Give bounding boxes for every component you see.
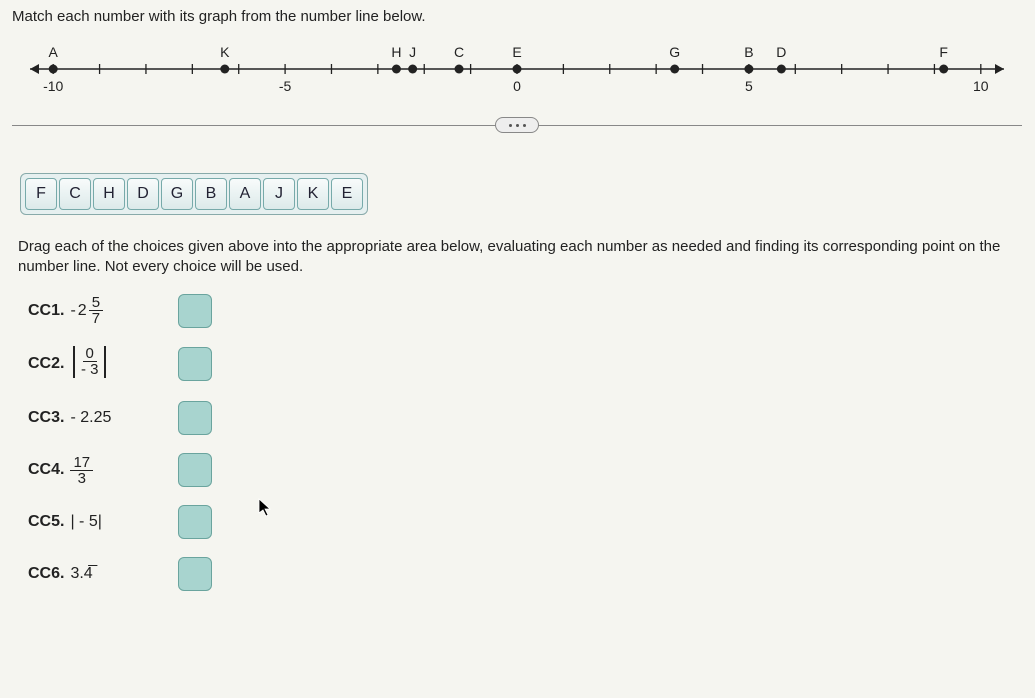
answer-tile-E[interactable]: E xyxy=(331,178,363,210)
answer-tile-D[interactable]: D xyxy=(127,178,159,210)
question-expression: - 2.25 xyxy=(70,409,111,427)
answer-tiles-bar: FCHDGBAJKE xyxy=(20,173,368,215)
question-label: CC5.| - 5| xyxy=(28,513,178,531)
svg-text:J: J xyxy=(409,44,416,60)
instruction-text: Match each number with its graph from th… xyxy=(12,8,1023,25)
question-row: CC3.- 2.25 xyxy=(28,401,1023,435)
answer-tile-G[interactable]: G xyxy=(161,178,193,210)
svg-text:-10: -10 xyxy=(43,78,63,94)
svg-text:B: B xyxy=(744,44,753,60)
svg-text:-5: -5 xyxy=(279,78,292,94)
question-list: CC1.- 257 CC2.0- 3 CC3.- 2.25 CC4.173 CC5.| … xyxy=(28,294,1023,591)
question-row: CC5.| - 5| xyxy=(28,505,1023,539)
question-expression: 173 xyxy=(70,454,93,486)
question-row: CC4.173 xyxy=(28,453,1023,487)
svg-text:H: H xyxy=(391,44,401,60)
question-label: CC2.0- 3 xyxy=(28,346,178,383)
answer-tile-J[interactable]: J xyxy=(263,178,295,210)
svg-text:5: 5 xyxy=(745,78,753,94)
question-label: CC3.- 2.25 xyxy=(28,409,178,427)
question-expression: | - 5| xyxy=(70,513,101,531)
dropzone[interactable] xyxy=(178,294,212,328)
dropzone[interactable] xyxy=(178,505,212,539)
question-row: CC6.3.4̅ xyxy=(28,557,1023,591)
drag-instruction-text: Drag each of the choices given above int… xyxy=(18,237,1017,278)
question-label: CC6.3.4̅ xyxy=(28,565,178,583)
question-row: CC2.0- 3 xyxy=(28,346,1023,383)
dropzone[interactable] xyxy=(178,347,212,381)
svg-text:D: D xyxy=(776,44,786,60)
divider xyxy=(12,113,1022,139)
answer-tile-H[interactable]: H xyxy=(93,178,125,210)
question-row: CC1.- 257 xyxy=(28,294,1023,328)
dropzone[interactable] xyxy=(178,453,212,487)
answer-tile-A[interactable]: A xyxy=(229,178,261,210)
question-expression: 0- 3 xyxy=(70,346,109,383)
question-expression: 3.4̅ xyxy=(70,565,92,583)
svg-text:E: E xyxy=(512,44,521,60)
svg-text:F: F xyxy=(939,44,948,60)
expand-button[interactable] xyxy=(495,117,539,133)
dropzone[interactable] xyxy=(178,557,212,591)
svg-text:G: G xyxy=(669,44,680,60)
number-line: -10 -5 0 5 10 A K HJ C E G B D F xyxy=(12,35,1022,105)
answer-tile-B[interactable]: B xyxy=(195,178,227,210)
answer-tile-K[interactable]: K xyxy=(297,178,329,210)
svg-text:K: K xyxy=(220,44,230,60)
question-label: CC1.- 257 xyxy=(28,295,178,326)
svg-text:0: 0 xyxy=(513,78,521,94)
svg-text:10: 10 xyxy=(973,78,989,94)
svg-text:C: C xyxy=(454,44,464,60)
svg-text:A: A xyxy=(49,44,59,60)
question-expression: - 257 xyxy=(70,295,103,326)
answer-tile-F[interactable]: F xyxy=(25,178,57,210)
dropzone[interactable] xyxy=(178,401,212,435)
answer-tile-C[interactable]: C xyxy=(59,178,91,210)
question-label: CC4.173 xyxy=(28,454,178,486)
